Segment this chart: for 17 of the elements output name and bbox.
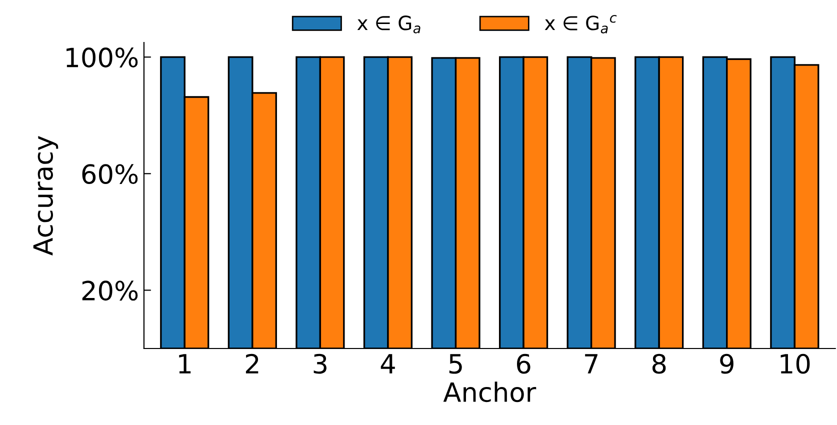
x-tick-label: 3 [314, 354, 326, 374]
legend-label: x ∈ G$_{a}$$^{c}$ [544, 14, 617, 34]
x-axis-title: Anchor [443, 382, 536, 402]
x-tick-label: 4 [380, 354, 395, 374]
y-tick-label: 60% [82, 164, 138, 184]
x-tick-label: 9 [720, 354, 734, 374]
x-tick-label: 2 [246, 354, 258, 374]
x-tick-label: 7 [585, 354, 598, 374]
x-tick-label: 10 [780, 354, 810, 374]
x-tick-label: 5 [449, 354, 462, 374]
y-axis-title: Accuracy [33, 136, 58, 256]
x-tick-label: 8 [652, 354, 666, 374]
x-tick-label: 1 [179, 354, 191, 374]
y-tick-label: 20% [82, 280, 138, 301]
legend-label: x ∈ G$_{a}$ [357, 16, 420, 34]
x-tick-label: 6 [516, 354, 530, 374]
y-tick-label: 100% [66, 48, 138, 68]
